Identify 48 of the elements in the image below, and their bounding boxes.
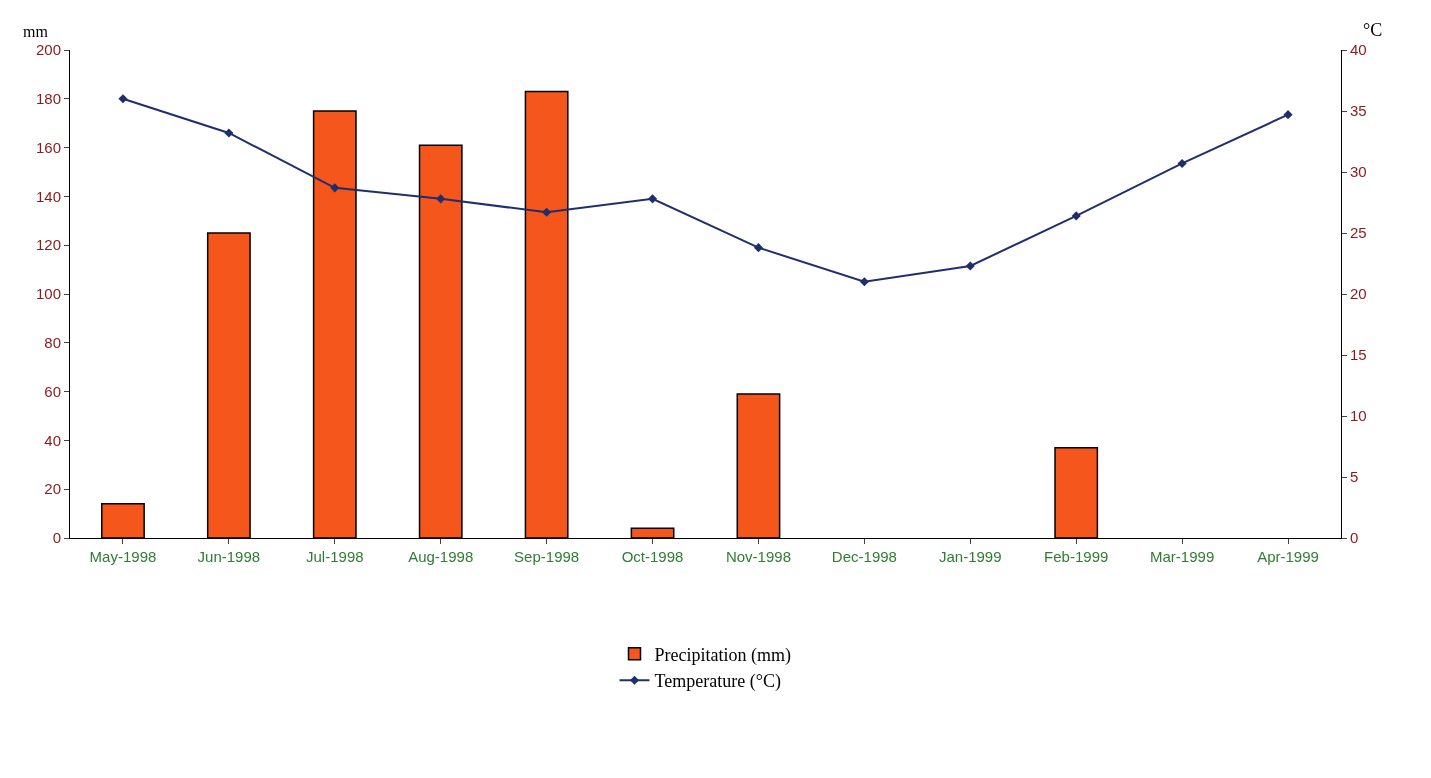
- point: [1071, 211, 1081, 221]
- x-tick-label: Sep-1998: [514, 548, 580, 565]
- x-tick-label: Apr-1999: [1257, 548, 1319, 565]
- x-tick-label: Dec-1998: [831, 548, 897, 565]
- y2-tick-label: 40: [1350, 41, 1367, 59]
- point: [1283, 110, 1293, 120]
- y2-tick-label: 35: [1350, 102, 1367, 120]
- y-tick-label: 20: [44, 480, 61, 498]
- legend-label: Precipitation (mm): [654, 644, 791, 666]
- point: [1177, 158, 1187, 169]
- y2-tick-label: 5: [1350, 468, 1359, 486]
- x-tick-label: Nov-1998: [725, 548, 791, 565]
- y-axis-title: mm: [23, 23, 49, 40]
- x-tick-label: Oct-1998: [621, 548, 684, 565]
- legend-label: Temperature (°C): [654, 671, 781, 693]
- y2-tick-label: 30: [1350, 163, 1367, 181]
- y2-axis-title: °C: [1363, 20, 1383, 40]
- y-tick-label: 180: [35, 90, 61, 108]
- point: [753, 243, 764, 253]
- x-tick-label: Aug-1998: [408, 548, 474, 565]
- y2-tick-label: 25: [1350, 224, 1367, 242]
- point: [542, 207, 552, 217]
- y-tick-label: 100: [35, 285, 61, 303]
- y2-tick-label: 20: [1350, 285, 1367, 303]
- point: [647, 194, 658, 204]
- y2-tick-label: 15: [1350, 346, 1367, 364]
- y-tick-label: 40: [44, 431, 61, 449]
- y-tick-label: 140: [35, 187, 61, 205]
- y-tick-label: 60: [44, 382, 61, 400]
- point: [330, 183, 340, 193]
- x-tick-label: May-1998: [89, 548, 157, 565]
- y-tick-label: 120: [35, 236, 61, 254]
- x-tick-label: Jun-1998: [197, 548, 261, 565]
- point: [965, 261, 975, 271]
- point: [436, 194, 446, 204]
- x-tick-label: Jan-1999: [939, 548, 1002, 565]
- y-tick-label: 160: [35, 138, 61, 156]
- y-tick-label: 0: [52, 529, 61, 547]
- point: [859, 277, 869, 287]
- x-tick-label: Jul-1998: [306, 548, 364, 565]
- y-tick-label: 200: [35, 41, 61, 59]
- y2-tick-label: 0: [1350, 529, 1359, 547]
- point: [118, 94, 128, 104]
- y2-tick-label: 10: [1350, 407, 1367, 425]
- x-tick-label: Feb-1999: [1044, 548, 1109, 565]
- y-tick-label: 80: [44, 334, 61, 352]
- point: [224, 128, 234, 138]
- x-tick-label: Mar-1999: [1150, 548, 1215, 565]
